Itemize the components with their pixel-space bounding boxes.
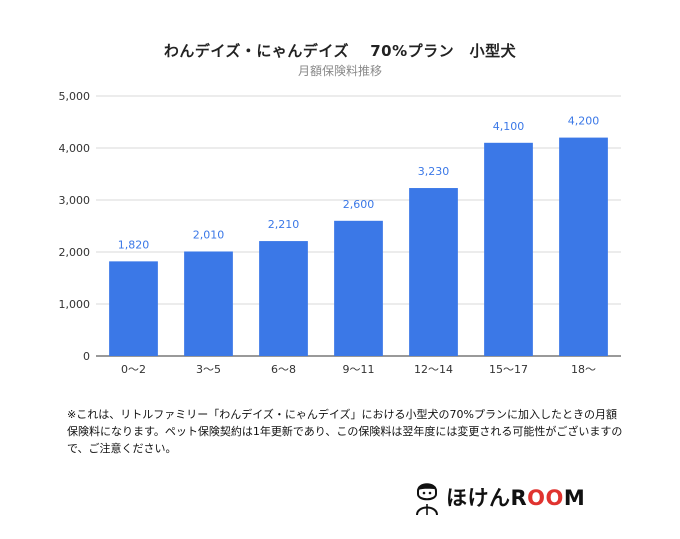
data-labels: 1,820 2,010 2,210 2,600 3,230 4,100 4,200 [118,115,600,252]
bar [259,241,308,356]
chart-subtitle: 月額保険料推移 [297,64,382,78]
x-tick-label: 6〜8 [271,363,296,376]
data-label: 2,010 [193,228,225,241]
data-label: 4,100 [493,120,525,133]
y-tick-label: 1,000 [59,298,91,311]
bar [409,188,458,356]
person-icon [416,483,438,516]
y-axis-tick-labels: 0 1,000 2,000 3,000 4,000 5,000 [59,90,91,363]
x-tick-label: 12〜14 [414,363,453,376]
bar [184,251,233,356]
x-axis-tick-labels: 0〜2 3〜5 6〜8 9〜11 12〜14 15〜17 18〜 [121,363,596,376]
bar [334,220,383,356]
y-tick-label: 2,000 [59,246,91,259]
y-tick-label: 5,000 [59,90,91,103]
y-tick-label: 3,000 [59,194,91,207]
x-tick-label: 9〜11 [343,363,375,376]
x-tick-label: 3〜5 [196,363,221,376]
y-tick-label: 0 [83,350,90,363]
bar [109,261,158,356]
data-label: 2,600 [343,198,375,211]
data-label: 1,820 [118,238,150,251]
data-label: 3,230 [418,165,450,178]
data-label: 2,210 [268,218,300,231]
data-label: 4,200 [568,115,600,128]
y-tick-label: 4,000 [59,142,91,155]
bar [559,137,608,356]
footnote: ※これは、リトルファミリー「わんデイズ・にゃんデイズ」における小型犬の70%プラ… [67,408,623,455]
brand-logo: ほけんROOM [414,476,585,518]
logo-text: ほけんROOM [446,486,586,510]
logo-accent: OO [527,486,564,510]
bar-chart: 0 1,000 2,000 3,000 4,000 5,000 1,820 2,010 2,2… [59,90,621,376]
bar [484,142,533,356]
x-tick-label: 18〜 [571,363,596,376]
chart-title: わんデイズ・にゃんデイズ 70%プラン 小型犬 [163,42,517,60]
bars [109,137,608,356]
x-tick-label: 0〜2 [121,363,146,376]
x-tick-label: 15〜17 [489,363,528,376]
